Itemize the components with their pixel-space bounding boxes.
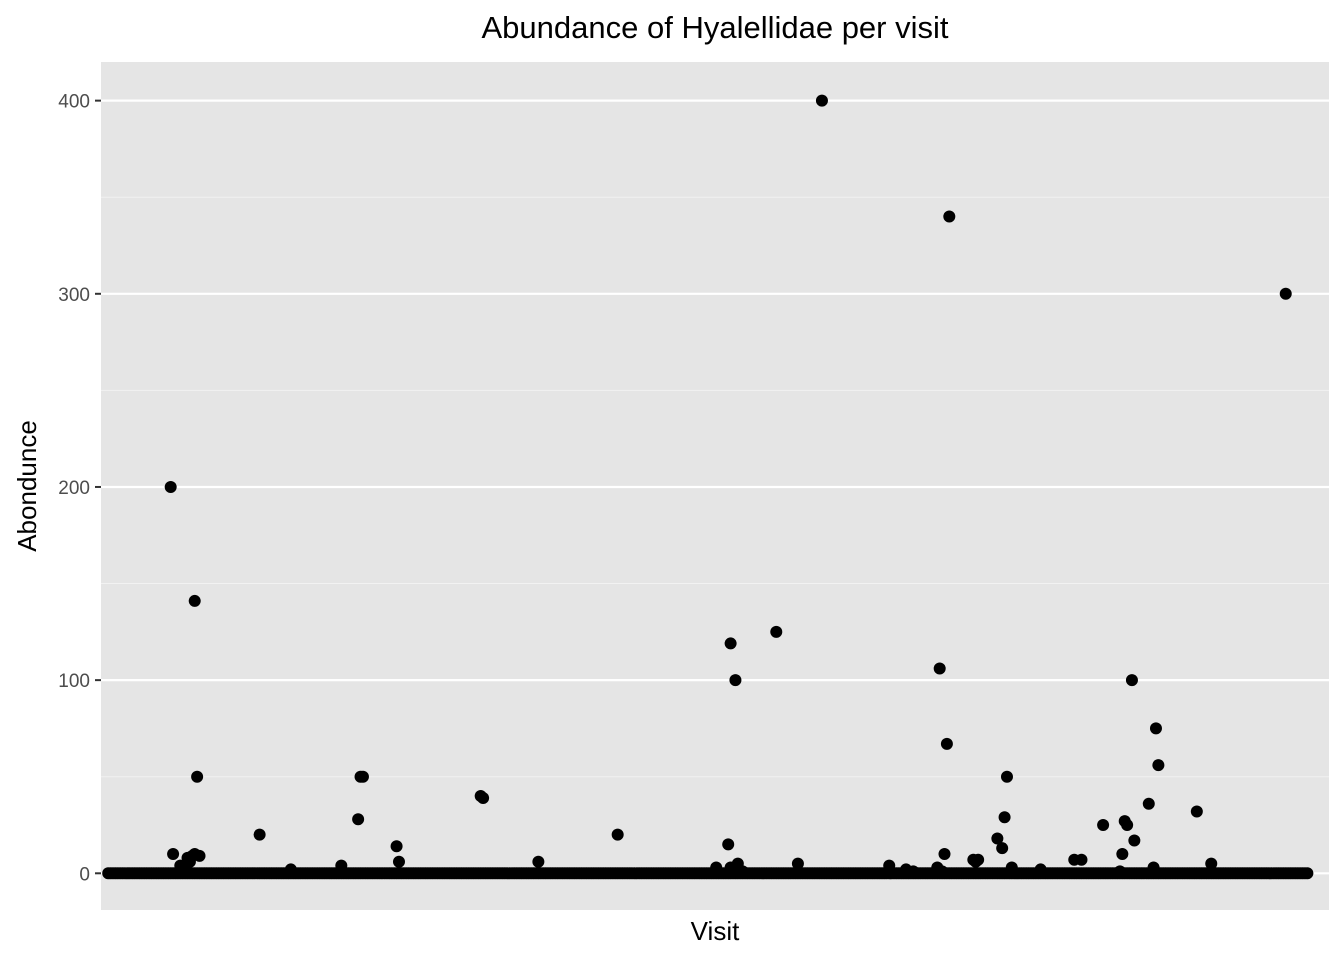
data-point [1149,722,1162,735]
data-point [936,865,949,878]
chart-title: Abundance of Hyalellidae per visit [482,10,949,45]
data-point [1113,865,1126,878]
y-tick-label: 200 [58,478,90,499]
data-point [611,828,624,841]
data-point [940,737,953,750]
data-point [390,840,403,853]
data-point [815,94,828,107]
y-tick-label: 100 [58,671,90,692]
data-point [1152,759,1165,772]
data-point [724,637,737,650]
data-point [722,838,735,851]
data-point [164,480,177,493]
data-point [1000,770,1013,783]
data-point [1097,819,1110,832]
data-point [996,842,1009,855]
data-point [167,847,180,860]
data-point [710,861,723,874]
data-point [284,863,297,876]
data-point [193,849,206,862]
data-point [1142,797,1155,810]
y-tick-label: 300 [58,285,90,306]
y-tick-label: 400 [58,92,90,113]
y-axis-title: Abondunce [12,420,42,552]
data-point [991,832,1004,845]
zero-abundance-points [102,867,1314,880]
data-point [191,770,204,783]
data-point [1005,861,1018,874]
data-point [392,855,405,868]
data-point [1190,805,1203,818]
data-point [1205,857,1218,870]
data-point [883,859,896,872]
data-point [736,865,749,878]
data-point-zero [1301,867,1314,880]
data-point [253,828,266,841]
data-point [188,594,201,607]
data-point [907,865,920,878]
data-point [352,813,365,826]
grid-major [101,99,1329,875]
data-point [1147,861,1160,874]
data-point [1034,863,1047,876]
data-point [938,847,951,860]
data-point [335,859,348,872]
data-point [998,811,1011,824]
data-point [532,855,545,868]
data-point [943,210,956,223]
data-point [791,857,804,870]
x-axis-title: Visit [691,916,740,946]
data-points [164,94,1292,878]
data-point [176,863,189,876]
data-point [356,770,369,783]
data-point [1075,853,1088,866]
grid-minor [101,196,1329,778]
y-tick-label: 0 [79,864,90,885]
data-point [1279,287,1292,300]
data-point [933,662,946,675]
y-axis-tick-labels: 0 100 200 300 400 [58,92,90,886]
data-point [729,674,742,687]
data-point [1125,674,1138,687]
data-point [770,625,783,638]
data-point [972,853,985,866]
data-point [477,791,490,804]
data-point [1121,819,1134,832]
y-axis-ticks [95,99,101,875]
data-point [1116,847,1129,860]
data-point [1128,834,1141,847]
